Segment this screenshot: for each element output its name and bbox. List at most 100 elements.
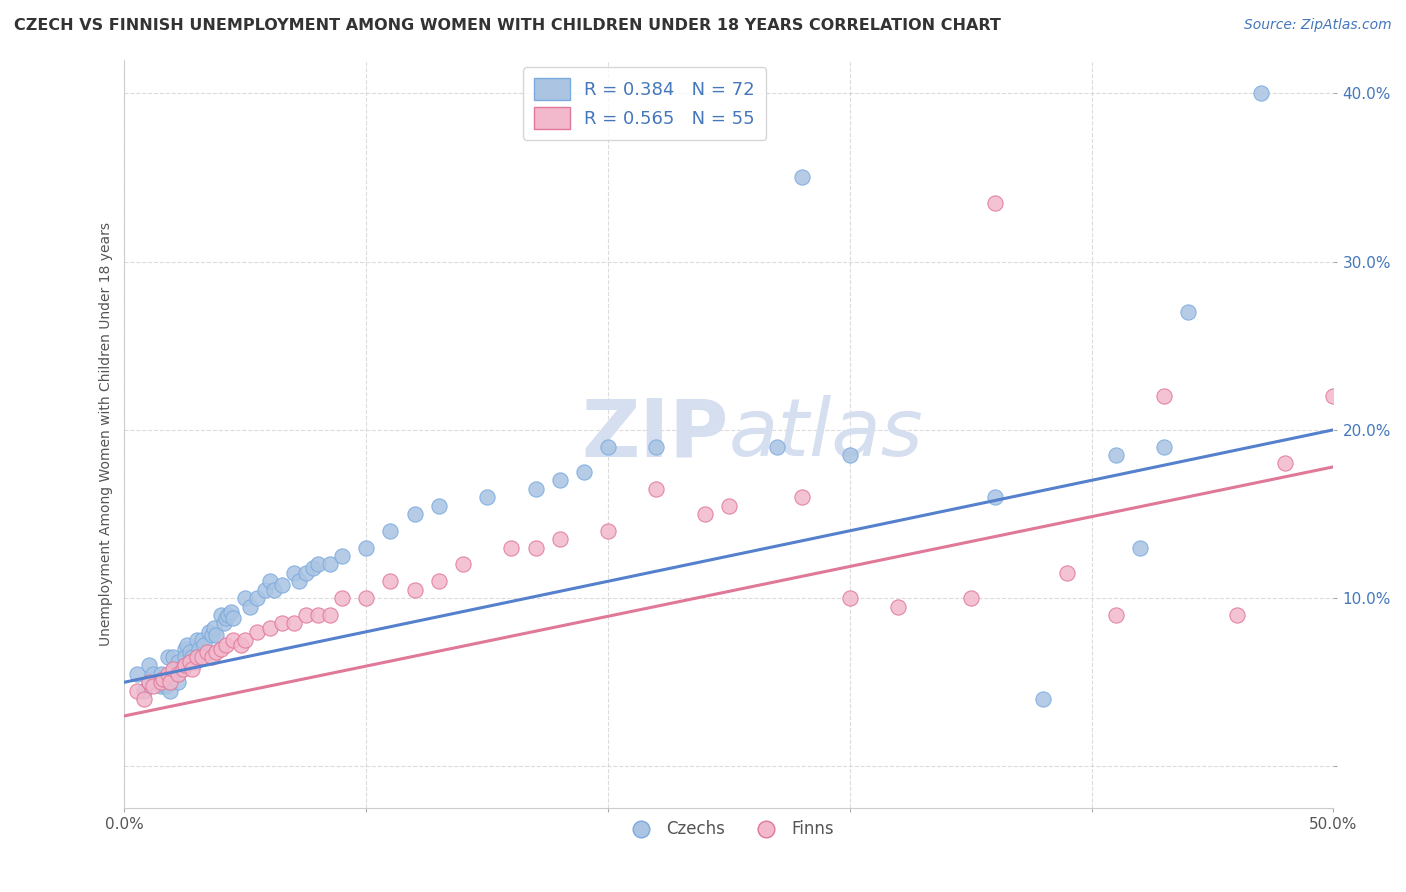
Point [152,672,174,686]
Point [572,465,595,479]
Point [1105,607,1128,622]
Point [319,607,342,622]
Point [1056,566,1078,580]
Point [1250,87,1272,101]
Point [524,482,547,496]
Point [295,607,318,622]
Point [217,607,239,622]
Point [1032,692,1054,706]
Point [404,507,426,521]
Point [179,655,201,669]
Point [212,616,235,631]
Point [181,662,204,676]
Point [205,645,228,659]
Point [142,666,165,681]
Point [174,658,197,673]
Point [380,574,402,589]
Point [195,645,218,659]
Point [1129,541,1152,555]
Point [132,692,155,706]
Point [959,591,981,606]
Point [156,650,179,665]
Point [152,675,174,690]
Point [215,638,238,652]
Point [132,683,155,698]
Point [239,599,262,614]
Point [246,624,269,639]
Point [156,675,179,690]
Text: Source: ZipAtlas.com: Source: ZipAtlas.com [1244,18,1392,32]
Point [149,666,172,681]
Point [501,541,523,555]
Point [162,666,184,681]
Point [548,532,571,546]
Point [380,524,402,538]
Point [138,675,160,690]
Point [191,650,214,665]
Point [222,633,245,648]
Point [159,675,181,690]
Point [125,666,148,681]
Point [330,549,353,563]
Point [307,558,329,572]
Point [766,440,789,454]
Point [283,566,305,580]
Point [235,591,257,606]
Point [263,582,285,597]
Point [193,638,215,652]
Text: ZIP: ZIP [582,395,728,473]
Point [165,662,187,676]
Point [287,574,309,589]
Point [188,641,211,656]
Point [887,599,910,614]
Legend: Czechs, Finns: Czechs, Finns [617,814,841,845]
Point [259,574,281,589]
Point [790,490,813,504]
Point [176,638,198,652]
Point [427,499,450,513]
Point [1153,440,1175,454]
Point [191,633,214,648]
Point [475,490,498,504]
Point [717,499,740,513]
Point [356,541,378,555]
Point [183,655,205,669]
Point [200,650,222,665]
Point [166,666,188,681]
Point [1153,389,1175,403]
Point [246,591,269,606]
Point [215,611,238,625]
Point [259,621,281,635]
Point [179,645,201,659]
Point [283,616,305,631]
Point [205,628,228,642]
Point [186,650,208,665]
Point [138,675,160,690]
Point [984,195,1007,210]
Point [984,490,1007,504]
Point [548,473,571,487]
Point [330,591,353,606]
Point [645,482,668,496]
Point [156,666,179,681]
Text: CZECH VS FINNISH UNEMPLOYMENT AMONG WOMEN WITH CHILDREN UNDER 18 YEARS CORRELATI: CZECH VS FINNISH UNEMPLOYMENT AMONG WOME… [14,18,1001,33]
Point [219,605,242,619]
Point [1105,448,1128,462]
Text: atlas: atlas [728,395,924,473]
Point [596,524,619,538]
Point [162,650,184,665]
Point [229,638,252,652]
Point [295,566,318,580]
Point [1322,389,1344,403]
Point [202,621,225,635]
Point [209,607,232,622]
Point [524,541,547,555]
Point [174,650,197,665]
Y-axis label: Unemployment Among Women with Children Under 18 years: Unemployment Among Women with Children U… [100,222,114,646]
Point [235,633,257,648]
Point [155,679,177,693]
Point [1274,457,1296,471]
Point [209,641,232,656]
Point [356,591,378,606]
Point [1177,305,1199,319]
